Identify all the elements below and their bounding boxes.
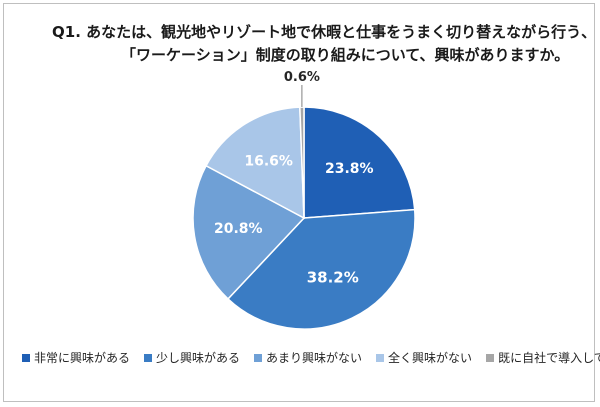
legend-label-4: 既に自社で導入している <box>498 351 600 365</box>
legend-item-3: 全く興味がない <box>376 349 472 366</box>
legend-swatch-0 <box>22 353 30 362</box>
legend-item-1: 少し興味がある <box>144 349 240 366</box>
pie-chart: 23.8% 38.2% 20.8% 16.6% 0.6% <box>192 70 416 330</box>
slice-label-0: 23.8% <box>325 161 374 177</box>
legend-item-0: 非常に興味がある <box>22 349 130 366</box>
legend-item-4: 既に自社で導入している <box>486 349 600 366</box>
chart-frame: Q1. あなたは、観光地やリゾート地で休暇と仕事をうまく切り替えながら行う、 「… <box>3 3 600 402</box>
pie-slice-2 <box>192 164 306 300</box>
pie-slice-1 <box>226 208 416 330</box>
pie-slice-4 <box>299 106 305 219</box>
legend-item-2: あまり興味がない <box>254 349 362 366</box>
legend-label-1: 少し興味がある <box>156 351 241 365</box>
pie-slice-0 <box>303 106 416 219</box>
slice-label-3: 16.6% <box>244 154 293 170</box>
legend-swatch-1 <box>144 353 153 362</box>
legend: 非常に興味がある 少し興味がある あまり興味がない 全く興味がない 既に自社で導入してい… <box>22 349 600 366</box>
legend-swatch-2 <box>254 353 263 362</box>
legend-swatch-4 <box>486 353 495 362</box>
slice-label-1: 38.2% <box>307 269 359 287</box>
legend-label-2: あまり興味がない <box>266 351 363 365</box>
legend-label-3: 全く興味がない <box>388 351 473 365</box>
slice-label-2: 20.8% <box>214 221 263 237</box>
legend-label-0: 非常に興味がある <box>34 351 131 365</box>
slice-label-4: 0.6% <box>284 70 320 85</box>
chart-title-line-1: Q1. あなたは、観光地やリゾート地で休暇と仕事をうまく切り替えながら行う、 <box>52 23 597 41</box>
legend-swatch-3 <box>376 353 385 362</box>
chart-title-line-2: 「ワーケーション」制度の取り組みについて、興味がありますか。 <box>121 46 570 64</box>
pie-slice-3 <box>205 106 305 220</box>
